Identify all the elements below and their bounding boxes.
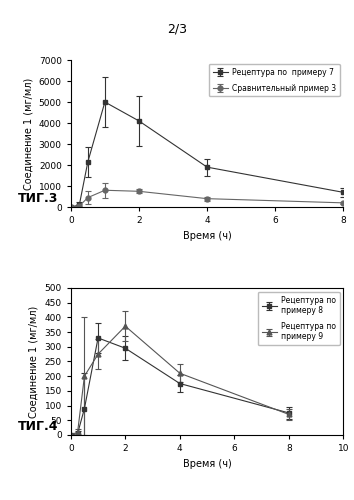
Text: ΤИГ.4: ΤИГ.4 [18, 420, 58, 432]
X-axis label: Время (ч): Время (ч) [183, 230, 232, 240]
Text: 2/3: 2/3 [167, 22, 187, 36]
Legend: Рецептура по  примеру 7, Сравнительный пример 3: Рецептура по примеру 7, Сравнительный пр… [209, 64, 339, 96]
X-axis label: Время (ч): Время (ч) [183, 458, 232, 468]
Legend: Рецептура по
примеру 8, Рецептура по
примеру 9: Рецептура по примеру 8, Рецептура по при… [258, 292, 339, 345]
Y-axis label: Соединение 1 (мг/мл): Соединение 1 (мг/мл) [23, 78, 33, 190]
Y-axis label: Соединение 1 (мг/мл): Соединение 1 (мг/мл) [29, 306, 39, 418]
Text: ΤИГ.3: ΤИГ.3 [18, 192, 58, 204]
